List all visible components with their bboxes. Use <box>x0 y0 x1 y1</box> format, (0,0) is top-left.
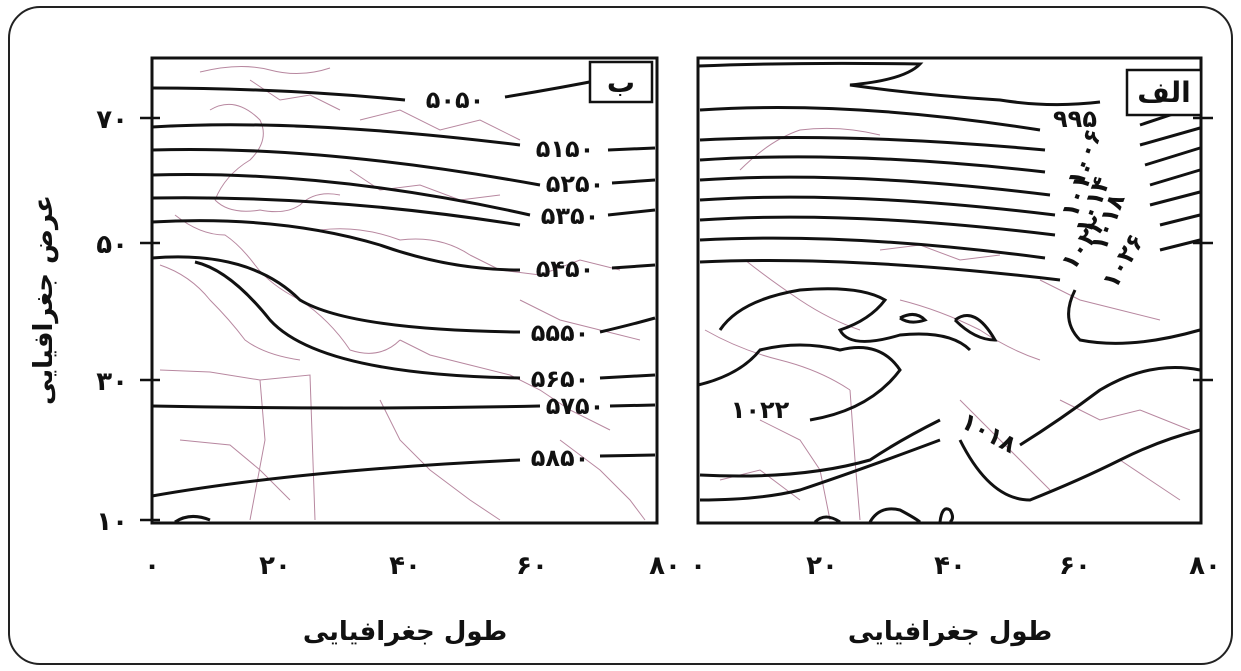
contour-label: ۵۶۵٠ <box>531 365 590 393</box>
right-x-axis-title: طول جغرافیایی <box>848 617 1052 647</box>
y-tick-label: ٣٠ <box>96 367 128 397</box>
x-tick-label: ۴٠ <box>934 551 966 581</box>
y-axis-title: عرض جغرافیایی <box>29 195 59 405</box>
right-y-ticks <box>1193 116 1213 382</box>
contour-5750 <box>151 404 541 410</box>
x-tick-label: ٢٠ <box>259 551 291 581</box>
contour-label: ۵٠۵٠ <box>426 86 485 114</box>
contour-label: ۵١۵٠ <box>536 135 595 163</box>
contour-label: ٩٩۵ <box>1053 105 1097 133</box>
contour-5650 <box>194 260 521 380</box>
x-tick-label: ۶٠ <box>516 551 548 581</box>
contour-5550 <box>151 255 521 334</box>
contour-5450 <box>151 219 521 272</box>
right-contours <box>697 61 1201 524</box>
left-panel-frame <box>150 56 659 525</box>
contour-label: ۵٨۵٠ <box>531 444 590 472</box>
y-tick-label: ٧٠ <box>96 105 128 135</box>
x-tick-label: ٨٠ <box>649 551 681 581</box>
contour-5250 <box>151 147 541 187</box>
left-contours <box>151 70 656 524</box>
contour-label: ۵٢۵٠ <box>546 170 605 198</box>
x-tick-label: ٠ <box>144 551 160 581</box>
x-tick-label: ٠ <box>690 551 706 581</box>
x-tick-label: ٢٠ <box>806 551 838 581</box>
contour-label: ۵٣۵٠ <box>541 202 600 230</box>
contour-5350 <box>151 173 531 217</box>
right-panel-tag-box <box>1125 68 1203 117</box>
x-tick-label: ۶٠ <box>1059 551 1091 581</box>
contour-5850 <box>151 458 521 498</box>
contour-5150 <box>151 123 521 147</box>
x-tick-label: ۴٠ <box>389 551 421 581</box>
right-country-borders <box>704 127 1191 521</box>
left-x-axis-title: طول جغرافیایی <box>303 617 507 647</box>
right-panel-tag: الف <box>1137 76 1190 109</box>
figure-frame <box>8 6 1233 665</box>
left-panel-tag: ب <box>607 66 635 99</box>
right-panel-frame <box>696 56 1203 525</box>
contour-5050 <box>151 86 406 102</box>
x-tick-label: ٨٠ <box>1189 551 1221 581</box>
contour-label: ۵۵۵٠ <box>531 319 590 347</box>
contour-label: ۵٧۵٠ <box>546 392 605 420</box>
left-y-ticks <box>140 116 160 522</box>
contour-5350b <box>151 196 521 227</box>
y-tick-label: ١٠ <box>96 507 128 537</box>
left-panel: ۵٠۵٠ ۵١۵٠ ۵٢۵٠ ۵٣۵٠ ۵۴۵٠ ۵۵۵٠ ۵۶۵٠ ۵٧۵٠ … <box>96 56 681 647</box>
y-tick-label: ۵٠ <box>96 230 128 260</box>
left-panel-tag-box <box>588 60 654 104</box>
contour-label: ۵۴۵٠ <box>536 255 595 283</box>
right-panel: ٩٩۵ ١٠٠۶ ١٠١٠ ١٠١۴ ١٠١٨ ١٠٢٢ ١٠٢۶ ١٠٢٢ ١… <box>690 56 1221 647</box>
contour-label: ١٠٢٢ <box>731 396 790 424</box>
